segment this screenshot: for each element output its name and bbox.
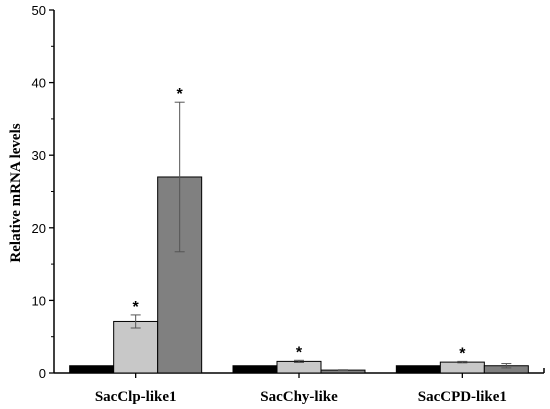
y-tick-label: 10 bbox=[32, 293, 46, 308]
bar bbox=[395, 365, 441, 374]
bar bbox=[439, 361, 485, 374]
bar bbox=[232, 365, 278, 374]
y-tick-label: 0 bbox=[39, 366, 46, 381]
significance-markers-group: * * * * bbox=[133, 86, 467, 362]
significance-marker: * bbox=[133, 299, 140, 316]
y-tick-label: 40 bbox=[32, 76, 46, 91]
error-bars-group bbox=[130, 101, 512, 371]
bar bbox=[69, 365, 115, 374]
bar bbox=[276, 360, 322, 374]
x-tick-label: SacChy-like bbox=[260, 389, 338, 405]
y-tick-label: 50 bbox=[32, 3, 46, 18]
significance-marker: * bbox=[296, 344, 303, 361]
bar bbox=[113, 320, 159, 374]
y-tick-label: 30 bbox=[32, 148, 46, 163]
significance-marker: * bbox=[459, 345, 466, 362]
x-axis: SacClp-like1 SacChy-like SacCPD-like1 bbox=[54, 368, 545, 405]
x-tick-label: SacCPD-like1 bbox=[418, 389, 507, 405]
y-axis: 0 10 20 30 40 50 bbox=[32, 3, 55, 381]
y-axis-label: Relative mRNA levels bbox=[8, 123, 24, 262]
y-tick-label: 20 bbox=[32, 221, 46, 236]
x-tick-label: SacClp-like1 bbox=[95, 389, 177, 405]
significance-marker: * bbox=[177, 86, 184, 103]
